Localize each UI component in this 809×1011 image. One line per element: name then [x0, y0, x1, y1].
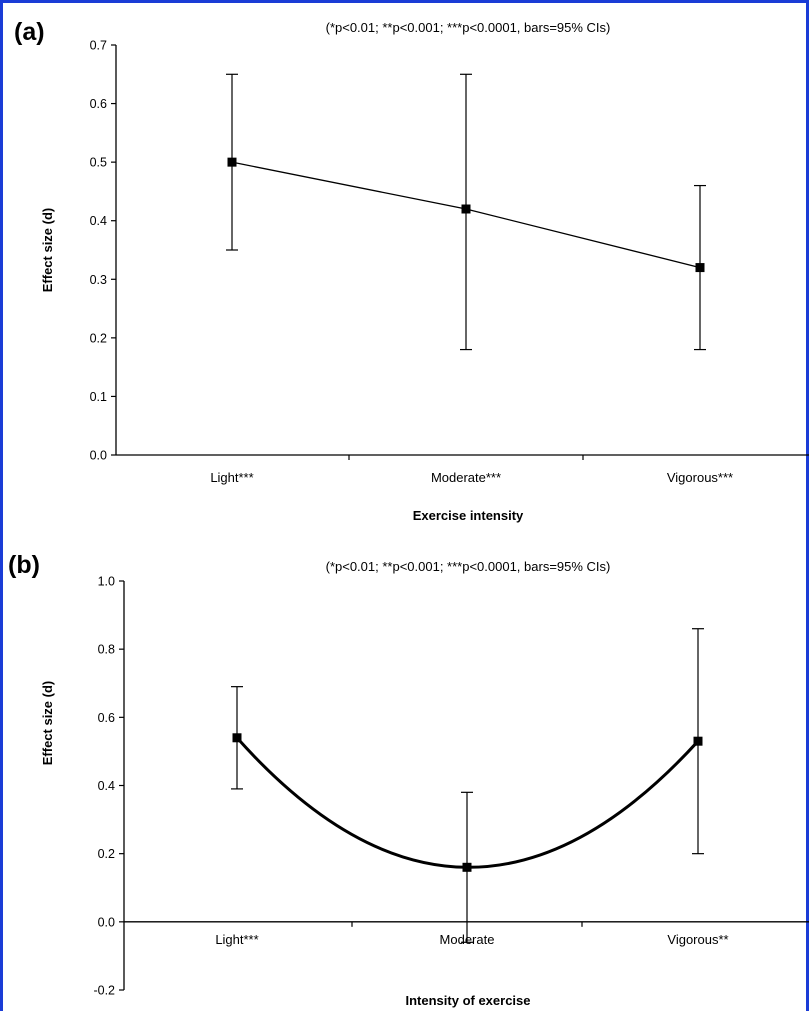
panel-b-y-axis-title: Effect size (d) — [40, 681, 55, 766]
panel-a-data-point — [227, 157, 237, 167]
panel-a-note: (*p<0.01; **p<0.001; ***p<0.0001, bars=9… — [326, 20, 611, 35]
panel-b-x-axis-title: Intensity of exercise — [406, 993, 531, 1008]
panel-a-y-tick-label: 0.1 — [90, 390, 107, 404]
panel-b-data-point — [693, 736, 703, 746]
panel-a-y-tick-label: 0.3 — [90, 273, 107, 287]
panel-a-y-tick-label: 0.5 — [90, 156, 107, 170]
panel-a-x-axis-title: Exercise intensity — [413, 508, 524, 523]
panel-b-data-point — [462, 862, 472, 872]
panel-a-y-tick-label: 0.2 — [90, 331, 107, 345]
panel-a-y-tick-label: 0.6 — [90, 97, 107, 111]
panel-a-y-tick-label: 0.7 — [90, 39, 107, 53]
panel-a-y-tick-label: 0.0 — [90, 449, 107, 463]
panel-b-y-tick-label: 0.2 — [98, 847, 115, 861]
panel-b-category-label: Vigorous** — [667, 932, 728, 947]
panel-b-y-tick-label: 0.4 — [98, 779, 115, 793]
panel-b-data-point — [232, 733, 242, 743]
panel-b-y-tick-label: 1.0 — [98, 575, 115, 589]
panel-b-y-tick-label: 0.0 — [98, 915, 115, 929]
panel-a-data-point — [695, 263, 705, 273]
panel-a-category-label: Vigorous*** — [667, 470, 733, 485]
panel-b-y-tick-label: 0.8 — [98, 643, 115, 657]
panel-b-category-label: Light*** — [215, 932, 258, 947]
panel-a-data-point — [461, 204, 471, 214]
panel-b-y-tick-label: -0.2 — [93, 984, 115, 998]
panel-a-category-label: Moderate*** — [431, 470, 501, 485]
panel-b-label: (b) — [8, 551, 40, 579]
panel-a-label: (a) — [14, 18, 45, 46]
panel-b-y-tick-label: 0.6 — [98, 711, 115, 725]
panel-a-y-tick-label: 0.4 — [90, 214, 107, 228]
panel-a-y-axis-title: Effect size (d) — [40, 208, 55, 293]
panel-b-note: (*p<0.01; **p<0.001; ***p<0.0001, bars=9… — [326, 559, 611, 574]
panel-a-category-label: Light*** — [210, 470, 253, 485]
